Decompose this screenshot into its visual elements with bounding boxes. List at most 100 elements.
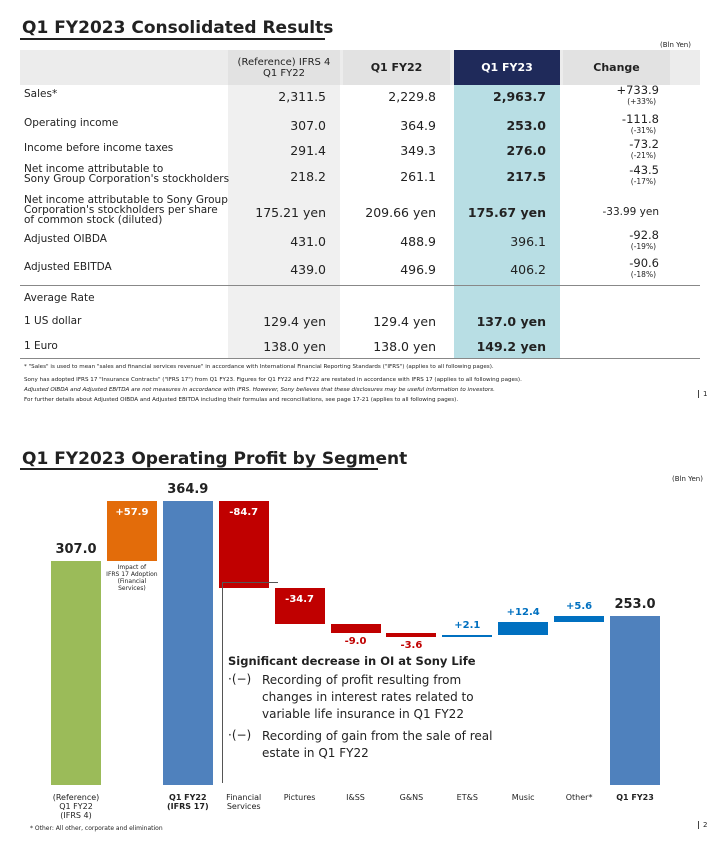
row-label: Net income attributable to Sony Group Co… [24, 194, 228, 226]
bar [162, 500, 213, 785]
change: -43.5 [629, 163, 659, 177]
note: Impact of IFRS 17 Adoption (Financial Se… [106, 564, 158, 592]
value-label: +2.1 [454, 620, 481, 631]
row-label: Income before income taxes [24, 142, 174, 154]
x-tick-label: Q1 FY22 (IFRS 17) [167, 793, 209, 811]
cell: 291.4 [290, 143, 326, 158]
change-pct: (-19%) [630, 242, 656, 251]
cell: 138.0 yen [263, 339, 326, 354]
value-label: +12.4 [506, 607, 540, 619]
cell: 276.0 [506, 143, 546, 158]
change-pct: (-17%) [630, 177, 656, 186]
bullet-marker: ·(−) [228, 728, 252, 742]
title: Q1 FY2023 Consolidated Results [22, 18, 334, 38]
bar [442, 635, 493, 638]
bar [498, 622, 549, 635]
page-number: 2 [698, 821, 707, 829]
footnote: For further details about Adjusted OIBDA… [24, 397, 459, 403]
cell: 2,229.8 [388, 89, 436, 104]
bracket [222, 582, 278, 783]
footnote: * Other: All other, corporate and elimin… [30, 825, 163, 832]
cell: 396.1 [510, 234, 546, 249]
change: +733.9 [616, 83, 659, 97]
rule [20, 285, 700, 286]
unit: (Bln Yen) [660, 41, 691, 49]
bar [610, 616, 660, 785]
cell: 129.4 yen [373, 314, 436, 329]
row-label: 1 Euro [24, 340, 58, 352]
cell: 261.1 [400, 169, 436, 184]
change: -111.8 [621, 112, 659, 126]
bar [274, 588, 325, 625]
footnote: Adjusted OIBDA and Adjusted EBITDA are n… [24, 387, 495, 393]
header-cell: Q1 FY22 [343, 50, 450, 85]
cell: 406.2 [510, 262, 546, 277]
x-tick-label: G&NS [399, 793, 424, 802]
title-rule [20, 468, 378, 470]
bullet-text: Recording of gain from the sale of real … [262, 729, 493, 760]
row-label: Adjusted OIBDA [24, 233, 107, 245]
row-label: Adjusted EBITDA [24, 261, 112, 273]
value-label: -84.7 [229, 506, 259, 518]
cell: 2,963.7 [493, 89, 546, 104]
row-label: Operating income [24, 117, 119, 129]
section-label: Average Rate [24, 292, 95, 304]
value-label: -3.6 [400, 640, 423, 652]
cell: 431.0 [290, 234, 326, 249]
bar [51, 560, 101, 785]
unit: (Bln Yen) [672, 475, 703, 483]
x-tick-label: Music [511, 793, 535, 802]
value-label: +57.9 [115, 506, 149, 518]
cell: 496.9 [400, 262, 436, 277]
cell: 439.0 [290, 262, 326, 277]
x-tick-label: Financial Services [226, 793, 262, 811]
change: -90.6 [629, 256, 659, 270]
header-cell: Change [563, 50, 670, 85]
bar [106, 500, 157, 561]
x-tick-label: ET&S [456, 793, 478, 802]
cell: 175.21 yen [255, 205, 326, 220]
cell: 307.0 [290, 118, 326, 133]
cell: 217.5 [506, 169, 546, 184]
row-label: Net income attributable to Sony Group Co… [24, 163, 230, 185]
col-bg [228, 85, 340, 358]
x-tick-label: Pictures [283, 793, 316, 802]
change: -92.8 [629, 228, 659, 242]
value-label: -34.7 [285, 594, 314, 606]
cell: 209.66 yen [365, 205, 436, 220]
bar [386, 633, 437, 638]
cell: 138.0 yen [373, 339, 436, 354]
cell: 137.0 yen [476, 314, 546, 329]
value-label: 253.0 [614, 597, 656, 613]
title-rule [20, 38, 325, 40]
rule [20, 358, 700, 359]
value-label: -9.0 [344, 636, 367, 648]
cell: 2,311.5 [278, 89, 326, 104]
bar [554, 616, 605, 623]
x-tick-label: (Reference) Q1 FY22 (IFRS 4) [52, 793, 100, 820]
bar [218, 500, 269, 589]
x-tick-label: Q1 FY23 [616, 793, 654, 802]
col-bg [454, 85, 560, 358]
cell: 218.2 [290, 169, 326, 184]
cell: 175.67 yen [467, 205, 546, 220]
change-pct: (-31%) [630, 126, 656, 135]
bullet-text: Recording of profit resulting from chang… [262, 673, 474, 721]
bullet-marker: ·(−) [228, 672, 252, 686]
value-label: +5.6 [566, 601, 593, 613]
row-label: 1 US dollar [24, 315, 82, 327]
change-pct: (-21%) [630, 151, 656, 160]
value-label: 364.9 [167, 481, 209, 497]
cell: 488.9 [400, 234, 436, 249]
footnote: Sony has adopted IFRS 17 "Insurance Cont… [24, 377, 522, 383]
footnote: * "Sales" is used to mean "sales and fin… [24, 364, 494, 370]
cell: 349.3 [400, 143, 436, 158]
bar [330, 624, 381, 634]
change: -33.99 yen [602, 206, 659, 218]
header-cell: (Reference) IFRS 4 Q1 FY22 [228, 50, 340, 85]
change-pct: (-18%) [630, 270, 656, 279]
box-title: Significant decrease in OI at Sony Life [228, 654, 476, 668]
cell: 253.0 [506, 118, 546, 133]
value-label: 307.0 [55, 541, 97, 557]
